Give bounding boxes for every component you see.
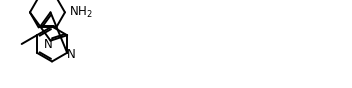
Text: N: N bbox=[44, 38, 52, 51]
Text: NH$_2$: NH$_2$ bbox=[69, 5, 93, 20]
Text: N: N bbox=[67, 48, 75, 62]
